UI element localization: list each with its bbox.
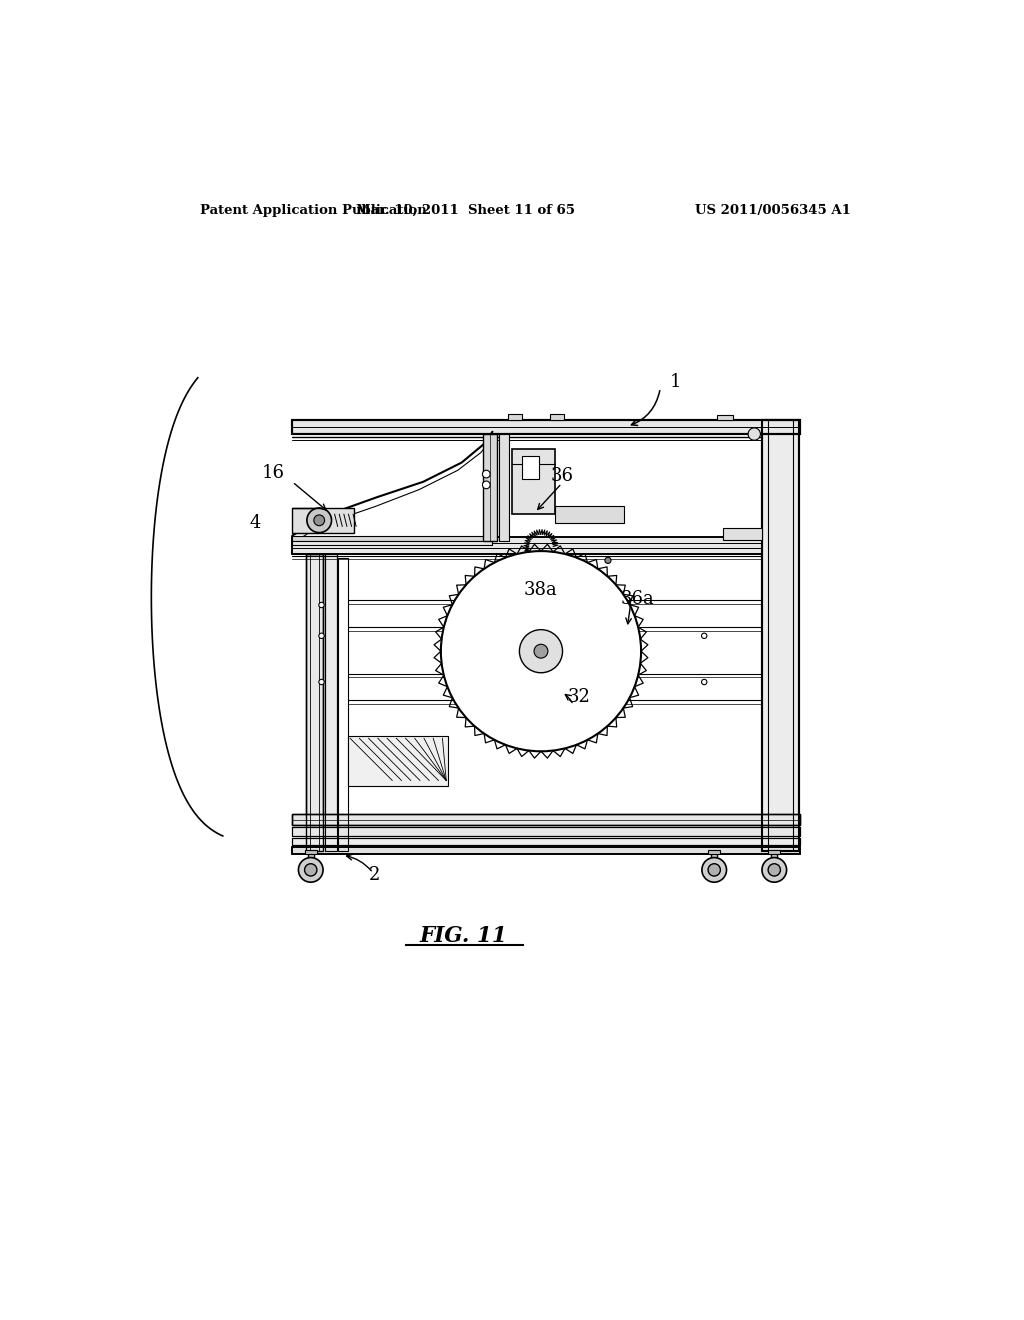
Bar: [292, 537, 762, 554]
Bar: [326, 554, 337, 851]
Circle shape: [313, 515, 325, 525]
Circle shape: [701, 634, 707, 639]
Text: 38a: 38a: [523, 581, 557, 598]
Circle shape: [701, 680, 707, 685]
Text: US 2011/0056345 A1: US 2011/0056345 A1: [694, 205, 851, 218]
Bar: [292, 420, 801, 434]
Circle shape: [768, 863, 780, 876]
Bar: [762, 420, 799, 851]
Bar: [724, 528, 762, 540]
Bar: [483, 434, 497, 541]
Circle shape: [307, 508, 332, 533]
Bar: [339, 558, 348, 851]
Circle shape: [318, 680, 325, 685]
Circle shape: [298, 858, 323, 882]
Text: Patent Application Publication: Patent Application Publication: [200, 205, 427, 218]
Circle shape: [519, 630, 562, 673]
Circle shape: [482, 480, 490, 488]
Circle shape: [318, 634, 325, 639]
Bar: [292, 541, 493, 545]
Bar: [306, 554, 323, 851]
Bar: [292, 847, 801, 854]
Bar: [307, 853, 313, 863]
Bar: [521, 457, 539, 479]
Bar: [292, 837, 801, 845]
Circle shape: [318, 602, 325, 607]
Bar: [292, 837, 801, 845]
Text: 32: 32: [567, 689, 590, 706]
Bar: [292, 508, 354, 532]
Bar: [768, 850, 780, 854]
Text: Mar. 10, 2011  Sheet 11 of 65: Mar. 10, 2011 Sheet 11 of 65: [356, 205, 575, 218]
Bar: [348, 737, 447, 785]
Circle shape: [605, 557, 611, 564]
Text: 36a: 36a: [621, 590, 654, 607]
Circle shape: [587, 581, 595, 589]
Bar: [514, 581, 541, 606]
Bar: [499, 434, 509, 541]
Bar: [292, 826, 801, 836]
Bar: [711, 853, 717, 863]
Bar: [292, 536, 493, 541]
Circle shape: [701, 858, 727, 882]
Bar: [306, 554, 323, 851]
Circle shape: [441, 552, 641, 751]
Circle shape: [708, 863, 720, 876]
Circle shape: [304, 863, 316, 876]
Circle shape: [535, 644, 548, 659]
Bar: [304, 850, 316, 854]
Bar: [292, 420, 801, 434]
Bar: [771, 853, 777, 863]
Bar: [292, 814, 801, 825]
Text: 16: 16: [261, 463, 285, 482]
Bar: [550, 414, 564, 420]
Bar: [555, 507, 625, 524]
Text: 1: 1: [670, 372, 681, 391]
Text: 4: 4: [250, 515, 261, 532]
Bar: [292, 537, 762, 554]
Bar: [708, 850, 720, 854]
Bar: [292, 847, 801, 854]
Bar: [292, 814, 801, 825]
Bar: [512, 449, 555, 515]
Polygon shape: [292, 508, 319, 533]
Bar: [717, 414, 733, 420]
Text: FIG. 11: FIG. 11: [419, 925, 507, 948]
Bar: [762, 420, 799, 851]
Circle shape: [749, 428, 761, 441]
Circle shape: [762, 858, 786, 882]
Circle shape: [549, 581, 556, 589]
Circle shape: [482, 470, 490, 478]
Text: 2: 2: [370, 866, 381, 883]
Bar: [508, 414, 521, 420]
Bar: [292, 826, 801, 836]
Bar: [514, 581, 541, 589]
Bar: [326, 554, 337, 851]
Text: 36: 36: [550, 467, 573, 484]
